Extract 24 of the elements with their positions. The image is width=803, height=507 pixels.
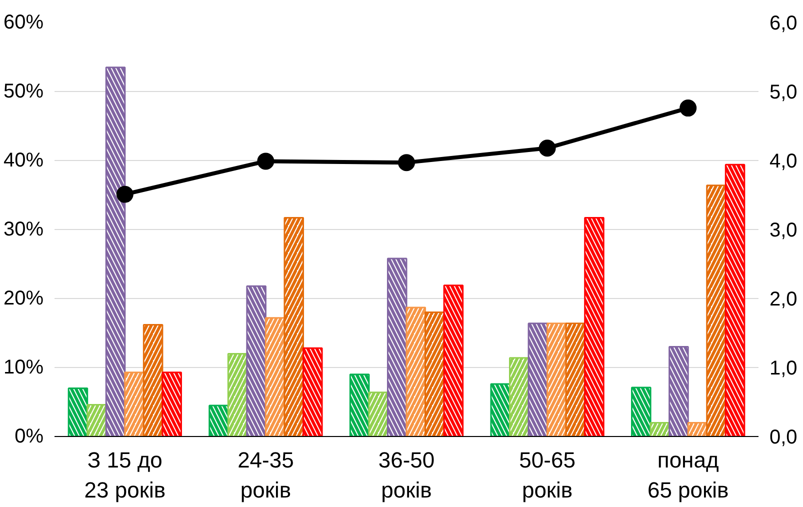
- y-tick-label: 0%: [14, 426, 44, 448]
- point: [116, 186, 134, 203]
- y-tick-label: 20%: [3, 288, 44, 310]
- x-tick-label: З 15 до 23 років: [84, 448, 166, 502]
- y2-tick-label: 6,0: [770, 12, 798, 34]
- point: [398, 154, 415, 172]
- x-tick-label: 50-65 років: [519, 448, 576, 502]
- x-tick-label: 24-35 років: [238, 448, 294, 502]
- y2-tick-label: 1,0: [770, 358, 798, 380]
- y-tick-label: 50%: [3, 80, 44, 102]
- y2-tick-label: 0,0: [770, 426, 798, 448]
- x-tick-label: понад 65 років: [647, 448, 729, 502]
- y2-tick-label: 2,0: [770, 288, 798, 310]
- y-tick-label: 10%: [3, 356, 44, 378]
- y-tick-label: 60%: [3, 12, 44, 34]
- y-tick-label: 30%: [3, 218, 44, 240]
- point: [680, 100, 697, 117]
- point: [538, 140, 556, 157]
- y2-tick-label: 4,0: [770, 150, 798, 172]
- y2-tick-label: 5,0: [770, 82, 798, 104]
- y2-tick-label: 3,0: [770, 220, 798, 242]
- x-tick-label: 36-50 років: [378, 448, 435, 502]
- y-tick-label: 40%: [3, 150, 44, 172]
- point: [257, 152, 274, 170]
